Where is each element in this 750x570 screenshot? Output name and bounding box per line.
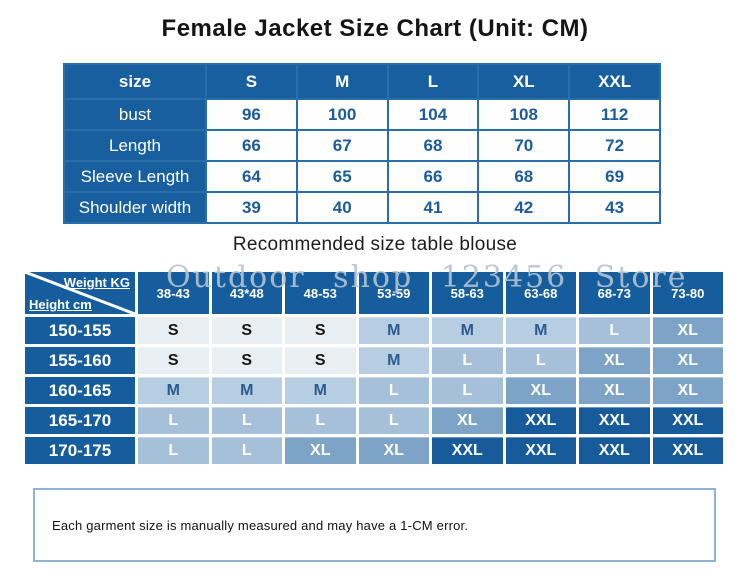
row-label-sleeve-length: Sleeve Length [63,160,207,193]
height-row-label: 155-160 [25,347,135,374]
table-row-bust: bust 96 100 104 108 112 [63,98,661,131]
size-cell: XL [579,347,650,374]
size-cell: XL [285,437,356,464]
size-cell: XXL [505,437,576,464]
size-cell: L [358,377,429,404]
subtitle: Recommended size table blouse [232,234,518,255]
diagonal-line-icon [25,272,135,314]
cell-value: 104 [386,98,480,131]
cell-value: 68 [477,160,571,193]
size-cell: L [285,407,356,434]
size-cell: S [211,347,282,374]
size-cell: L [579,317,650,344]
weight-header: 38-43 [138,272,209,314]
header-size: size [63,63,207,100]
size-cell: XXL [579,407,650,434]
cell-value: 70 [477,129,571,162]
weight-header: 63-68 [505,272,576,314]
height-row-label: 160-165 [25,377,135,404]
cell-value: 69 [568,160,661,193]
cell-value: 41 [386,191,480,224]
weight-header: 43*48 [211,272,282,314]
weight-header: 48-53 [285,272,356,314]
size-cell: M [432,317,503,344]
page-title: Female Jacket Size Chart (Unit: CM) [161,15,589,42]
size-cell: XXL [652,407,723,434]
size-cell: M [505,317,576,344]
header-l: L [386,63,480,100]
size-cell: S [211,317,282,344]
size-cell: M [358,347,429,374]
cell-value: 39 [205,191,298,224]
table-row-shoulder-width: Shoulder width 39 40 41 42 43 [63,191,661,224]
cell-value: 100 [295,98,389,131]
size-cell: XL [358,437,429,464]
size-cell: XXL [432,437,503,464]
size-cell: XXL [579,437,650,464]
cell-value: 68 [386,129,480,162]
height-row-label: 170-175 [25,437,135,464]
table-row-sleeve-length: Sleeve Length 64 65 66 68 69 [63,160,661,193]
size-cell: L [211,437,282,464]
size-cell: L [211,407,282,434]
cell-value: 40 [295,191,389,224]
size-cell: L [358,407,429,434]
size-cell: M [358,317,429,344]
size-cell: XL [505,377,576,404]
height-row-label: 150-155 [25,317,135,344]
note-text: Each garment size is manually measured a… [52,517,469,533]
size-cell: XXL [505,407,576,434]
cell-value: 112 [568,98,661,131]
corner-weight-label: Weight KG [63,275,130,290]
size-cell: S [138,347,209,374]
size-cell: L [138,437,209,464]
size-cell: S [285,347,356,374]
size-cell: XL [579,377,650,404]
cell-value: 66 [205,129,298,162]
size-cell: M [211,377,282,404]
row-label-bust: bust [63,98,207,131]
weight-header: 68-73 [579,272,650,314]
cell-value: 65 [295,160,389,193]
size-cell: XL [652,317,723,344]
cell-value: 72 [568,129,661,162]
note-box: Each garment size is manually measured a… [33,488,716,562]
size-cell: L [138,407,209,434]
cell-value: 42 [477,191,571,224]
size-cell: L [432,377,503,404]
size-cell: XL [652,377,723,404]
size-cell: S [285,317,356,344]
cell-value: 96 [205,98,298,131]
cell-value: 43 [568,191,661,224]
size-cell: XXL [652,437,723,464]
table-row-length: Length 66 67 68 70 72 [63,129,661,162]
size-table-header-row: size S M L XL XXL [63,63,661,100]
size-cell: M [138,377,209,404]
size-cell: XL [652,347,723,374]
recommended-size-table: Weight KG Height cm 38-43 43*48 48-53 53… [25,272,723,464]
weight-header: 73-80 [652,272,723,314]
row-label-length: Length [63,129,207,162]
size-cell: L [432,347,503,374]
size-cell: L [505,347,576,374]
cell-value: 66 [386,160,480,193]
height-row-label: 165-170 [25,407,135,434]
row-label-shoulder-width: Shoulder width [63,191,207,224]
header-xxl: XXL [568,63,661,100]
corner-cell: Weight KG Height cm [25,272,135,314]
cell-value: 108 [477,98,571,131]
header-s: S [205,63,298,100]
cell-value: 64 [205,160,298,193]
weight-header: 53-59 [358,272,429,314]
size-cell: XL [432,407,503,434]
header-xl: XL [477,63,571,100]
size-cell: M [285,377,356,404]
jacket-size-table: size S M L XL XXL bust 96 100 104 108 11… [63,63,661,224]
header-m: M [295,63,389,100]
size-cell: S [138,317,209,344]
cell-value: 67 [295,129,389,162]
corner-height-label: Height cm [29,297,92,312]
weight-header: 58-63 [432,272,503,314]
